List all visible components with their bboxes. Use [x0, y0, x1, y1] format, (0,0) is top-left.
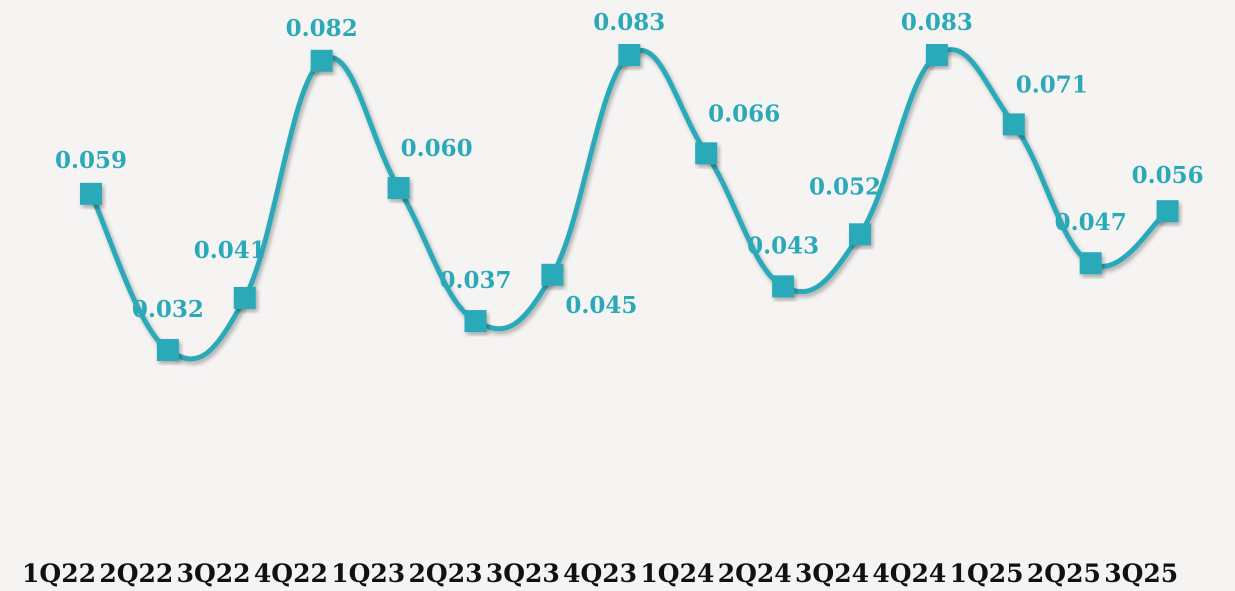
data-point-1Q22	[80, 182, 102, 205]
data-label-3Q23: 0.045	[565, 292, 637, 319]
x-tick-label-3Q23: 3Q23	[486, 559, 560, 588]
data-point-1Q23	[387, 177, 410, 200]
data-point-4Q23	[618, 44, 641, 66]
data-label-3Q25: 0.056	[1132, 162, 1204, 189]
data-label-1Q25: 0.071	[1016, 71, 1088, 98]
x-tick-label-2Q24: 2Q24	[718, 559, 792, 588]
x-tick-label-1Q25: 1Q25	[950, 559, 1024, 588]
data-point-2Q23	[464, 310, 487, 333]
data-label-1Q22: 0.059	[55, 147, 127, 174]
data-label-4Q23: 0.083	[593, 9, 665, 36]
x-tick-label-3Q24: 3Q24	[795, 559, 869, 588]
x-tick-label-1Q22: 1Q22	[22, 559, 96, 588]
data-point-3Q25	[1156, 200, 1179, 223]
data-point-1Q24	[695, 142, 718, 165]
x-tick-label-1Q23: 1Q23	[331, 559, 405, 588]
x-tick-label-4Q22: 4Q22	[254, 559, 328, 588]
data-label-3Q22: 0.041	[194, 237, 266, 264]
data-label-2Q23: 0.037	[439, 267, 511, 294]
data-point-2Q24	[772, 275, 795, 298]
data-label-2Q24: 0.043	[747, 232, 819, 259]
data-point-3Q22	[233, 286, 256, 309]
data-label-4Q24: 0.083	[901, 9, 973, 36]
data-label-1Q24: 0.066	[708, 100, 780, 127]
data-label-2Q22: 0.032	[132, 296, 204, 323]
data-label-3Q24: 0.052	[809, 173, 881, 200]
data-point-3Q24	[849, 223, 871, 246]
series-line	[88, 47, 1170, 362]
x-tick-label-1Q24: 1Q24	[640, 559, 714, 588]
x-tick-label-2Q23: 2Q23	[409, 559, 483, 588]
x-tick-label-3Q22: 3Q22	[177, 559, 251, 588]
data-label-1Q23: 0.060	[401, 135, 473, 162]
x-tick-label-4Q24: 4Q24	[872, 559, 946, 588]
data-point-4Q24	[925, 44, 948, 66]
x-tick-label-2Q25: 2Q25	[1027, 559, 1101, 588]
x-tick-label-4Q23: 4Q23	[563, 559, 637, 588]
data-label-2Q25: 0.047	[1055, 209, 1127, 236]
data-point-3Q23	[541, 263, 564, 286]
data-point-4Q22	[310, 49, 333, 72]
x-tick-label-3Q25: 3Q25	[1104, 559, 1178, 588]
data-label-4Q22: 0.082	[286, 15, 358, 42]
data-point-1Q25	[1002, 113, 1025, 136]
data-point-2Q22	[156, 339, 179, 361]
x-tick-label-2Q22: 2Q22	[99, 559, 173, 588]
data-point-2Q25	[1079, 252, 1102, 275]
